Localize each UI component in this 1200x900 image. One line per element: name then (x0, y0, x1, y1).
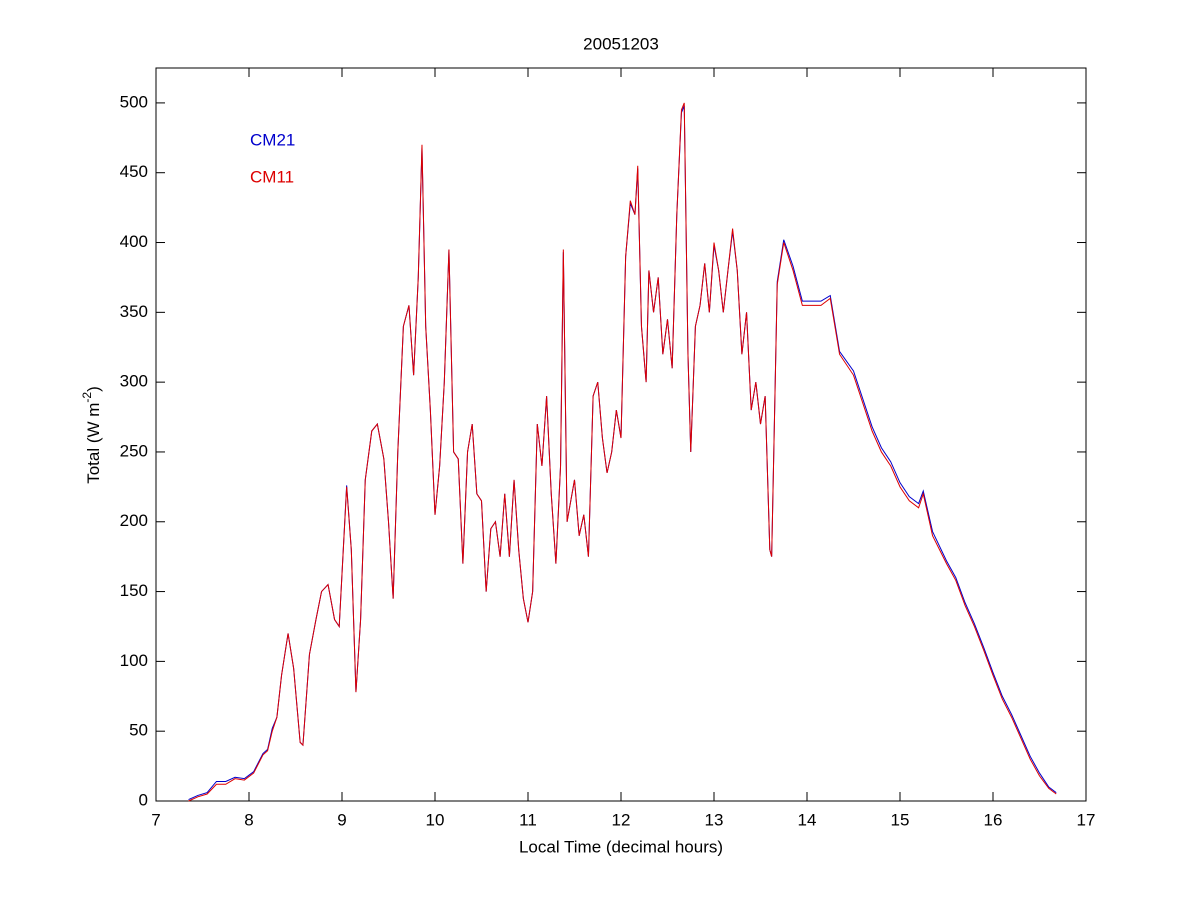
x-axis-label: Local Time (decimal hours) (519, 837, 723, 856)
legend-label: CM11 (250, 167, 294, 186)
chart-title: 20051203 (583, 34, 659, 53)
x-tick-label: 8 (244, 810, 253, 829)
y-tick-label: 400 (120, 232, 148, 251)
x-tick-label: 16 (984, 810, 1003, 829)
y-axis-label-part: ) (84, 386, 103, 392)
y-axis-label-part: Total (W m (84, 403, 103, 484)
x-tick-label: 11 (519, 810, 537, 829)
x-tick-label: 13 (705, 810, 724, 829)
x-tick-label: 10 (426, 810, 445, 829)
y-tick-label: 0 (139, 790, 148, 809)
legend-label: CM21 (250, 130, 295, 149)
x-tick-label: 14 (798, 810, 817, 829)
y-tick-label: 500 (120, 92, 148, 111)
y-axis-label-sup: -2 (80, 392, 94, 403)
y-tick-label: 100 (120, 651, 148, 670)
y-tick-label: 150 (120, 581, 148, 600)
y-tick-label: 50 (129, 721, 148, 740)
y-tick-label: 350 (120, 302, 148, 321)
x-tick-label: 15 (891, 810, 910, 829)
x-tick-label: 17 (1077, 810, 1096, 829)
series-line (188, 102, 1057, 802)
y-tick-label: 200 (120, 511, 148, 530)
x-tick-label: 9 (337, 810, 346, 829)
y-tick-label: 300 (120, 372, 148, 391)
y-axis-label: Total (W m-2) (80, 386, 103, 484)
x-tick-label: 7 (151, 810, 160, 829)
y-tick-label: 450 (120, 162, 148, 181)
y-tick-label: 250 (120, 441, 148, 460)
x-tick-label: 12 (612, 810, 631, 829)
